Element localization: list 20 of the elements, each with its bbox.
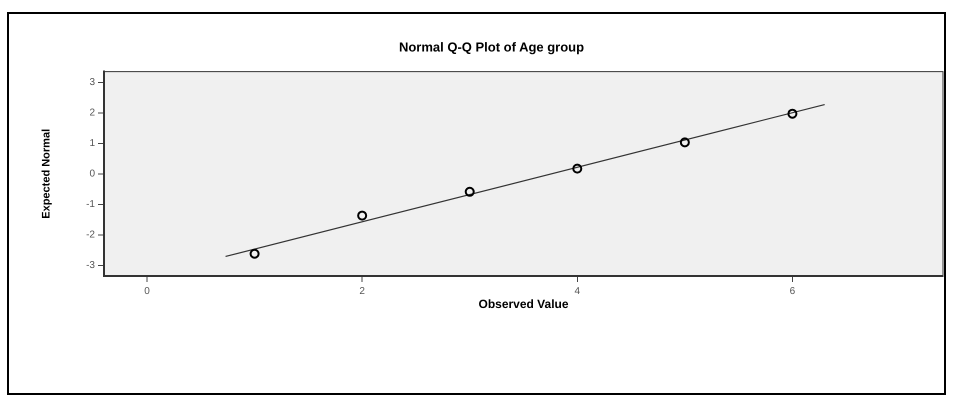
y-axis-title: Expected Normal (40, 128, 53, 219)
x-axis-title: Observed Value (478, 297, 569, 312)
y-tick-label: 3 (89, 77, 96, 88)
point (572, 164, 582, 174)
y-tick-label: 2 (89, 108, 96, 119)
x-tick-label: 2 (359, 286, 366, 297)
chart-title: Normal Q-Q Plot of Age group (398, 39, 584, 54)
y-tick-label: 1 (89, 138, 96, 150)
y-tick-label: 0 (89, 168, 96, 180)
y-tick-label: -3 (86, 260, 96, 272)
point (357, 210, 368, 221)
y-tick-label: -1 (86, 199, 96, 210)
x-tick-label: 6 (790, 286, 796, 297)
x-tick-label: 4 (574, 286, 580, 297)
point (464, 186, 475, 197)
point (787, 108, 798, 119)
point (680, 137, 690, 148)
point (250, 248, 260, 259)
y-tick-label: -2 (86, 230, 96, 241)
x-tick-label: 0 (144, 286, 150, 297)
